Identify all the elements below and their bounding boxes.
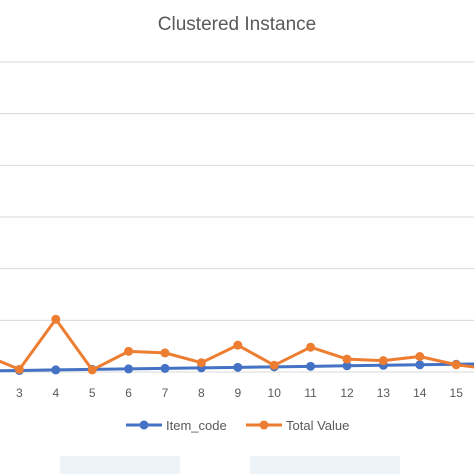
x-tick-label: 14 bbox=[413, 386, 427, 400]
x-tick-label: 10 bbox=[268, 386, 282, 400]
data-point bbox=[124, 346, 134, 356]
data-point bbox=[342, 354, 352, 364]
x-tick-label: 5 bbox=[89, 386, 96, 400]
data-point bbox=[415, 360, 425, 370]
data-point bbox=[14, 364, 24, 374]
data-point bbox=[451, 360, 461, 370]
data-point bbox=[342, 361, 352, 371]
legend: Item_code Total Value bbox=[0, 414, 474, 436]
data-point bbox=[51, 365, 61, 375]
data-point bbox=[124, 364, 134, 374]
x-tick-label: 11 bbox=[304, 386, 317, 400]
data-point bbox=[196, 358, 206, 368]
x-tick-label: 6 bbox=[125, 386, 132, 400]
data-point bbox=[51, 314, 61, 324]
legend-item-series-2: Total Value bbox=[246, 414, 349, 436]
data-point bbox=[378, 356, 388, 366]
x-tick-label: 12 bbox=[340, 386, 354, 400]
data-point bbox=[269, 360, 279, 370]
legend-marker-series-2 bbox=[246, 420, 282, 430]
data-point bbox=[306, 342, 316, 352]
series-1 bbox=[0, 359, 474, 375]
x-tick-label: 15 bbox=[450, 386, 464, 400]
data-point bbox=[160, 348, 170, 358]
x-tick-label: 13 bbox=[377, 386, 391, 400]
data-point bbox=[160, 363, 170, 373]
x-axis-ticks: 3 4 5 6 7 8 9 10 11 12 13 14 15 bbox=[16, 386, 463, 400]
series bbox=[0, 314, 474, 375]
data-point bbox=[87, 365, 97, 375]
x-tick-label: 8 bbox=[198, 386, 205, 400]
series-2 bbox=[0, 314, 474, 375]
data-point bbox=[233, 362, 243, 372]
x-tick-label: 7 bbox=[162, 386, 169, 400]
legend-item-series-1: Item_code bbox=[126, 414, 227, 436]
data-point bbox=[233, 340, 243, 350]
gridlines bbox=[0, 61, 474, 373]
x-tick-label: 9 bbox=[234, 386, 241, 400]
watermark bbox=[0, 450, 474, 474]
legend-label-series-1: Item_code bbox=[166, 417, 227, 433]
x-tick-label: 4 bbox=[52, 386, 59, 400]
watermark-shape bbox=[250, 456, 400, 474]
legend-marker-series-1 bbox=[126, 420, 162, 430]
data-point bbox=[306, 361, 316, 371]
data-point bbox=[415, 352, 425, 361]
watermark-shape bbox=[60, 456, 180, 474]
legend-label-series-2: Total Value bbox=[286, 417, 350, 433]
x-tick-label: 3 bbox=[16, 386, 23, 400]
chart-title: Clustered Instance bbox=[157, 14, 317, 35]
